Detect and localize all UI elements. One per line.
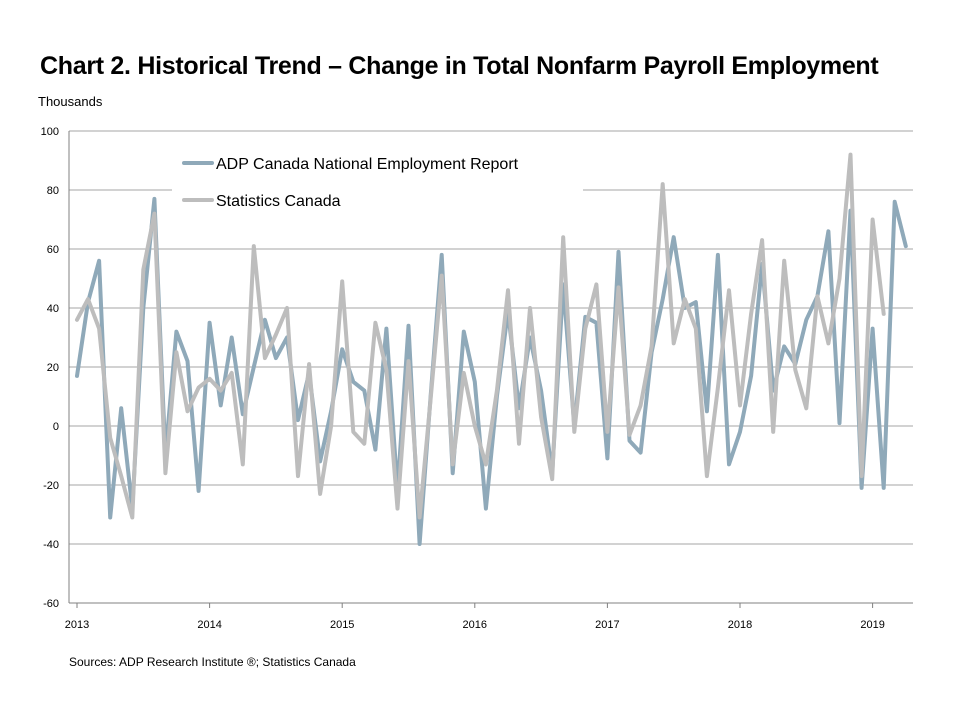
x-tick-label: 2016 <box>463 619 487 631</box>
series-line-adp <box>75 196 908 546</box>
y-tick-label: -60 <box>43 598 59 610</box>
y-tick-label: 20 <box>47 362 59 374</box>
y-tick-label: 60 <box>47 244 59 256</box>
x-tick-label: 2015 <box>330 619 354 631</box>
x-tick-label: 2013 <box>65 619 89 631</box>
y-tick-label: 80 <box>47 185 59 197</box>
y-tick-label: 100 <box>41 126 59 138</box>
y-tick-label: -20 <box>43 480 59 492</box>
y-tick-label: 40 <box>47 303 59 315</box>
legend-label-adp: ADP Canada National Employment Report <box>216 156 519 173</box>
legend-label-statcan: Statistics Canada <box>216 193 341 210</box>
chart-title: Chart 2. Historical Trend – Change in To… <box>40 52 879 80</box>
series-line-statcan <box>75 152 886 520</box>
y-tick-label: -40 <box>43 539 59 551</box>
source-note: Sources: ADP Research Institute ®; Stati… <box>69 655 356 669</box>
y-tick-label: 0 <box>53 421 59 433</box>
y-axis-unit-label: Thousands <box>38 94 103 109</box>
x-tick-label: 2017 <box>595 619 619 631</box>
x-tick-label: 2019 <box>860 619 884 631</box>
x-tick-label: 2014 <box>197 619 221 631</box>
legend-box <box>172 144 583 222</box>
x-tick-label: 2018 <box>728 619 752 631</box>
